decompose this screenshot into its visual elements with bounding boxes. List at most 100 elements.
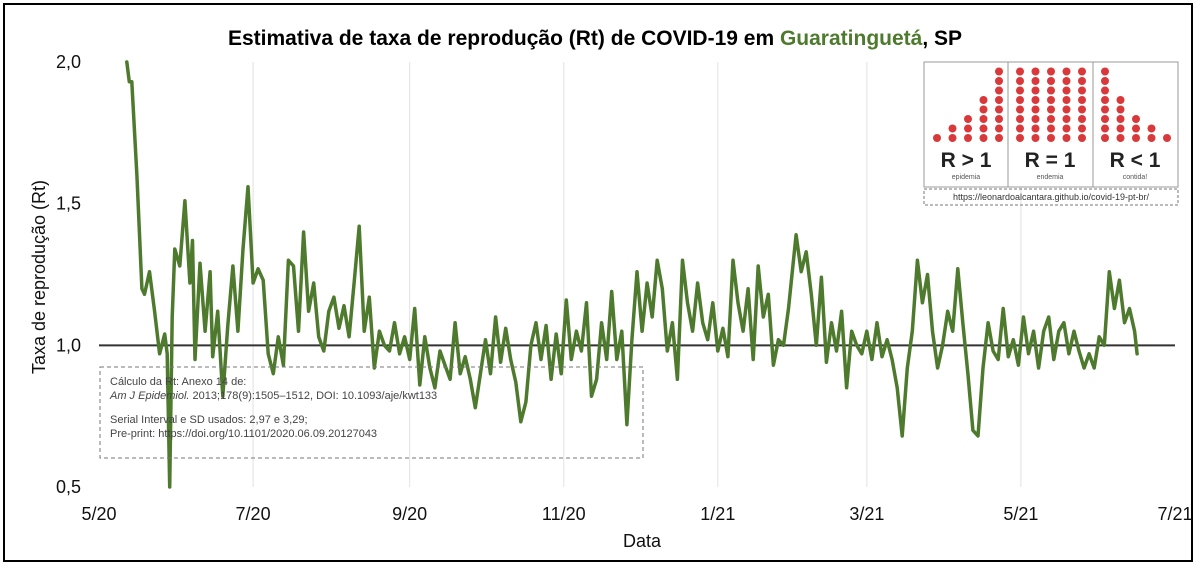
- dot: [1031, 77, 1040, 85]
- dot: [995, 134, 1003, 142]
- dot: [1078, 134, 1086, 142]
- rt-series: [125, 60, 1139, 489]
- dot: [1116, 124, 1125, 133]
- dot: [1116, 105, 1125, 114]
- dot: [1132, 115, 1140, 123]
- x-tick-label: 7/21: [1157, 504, 1192, 524]
- y-tick-label: 1,0: [56, 335, 81, 355]
- dot: [1047, 115, 1055, 123]
- x-tick-label: 1/21: [700, 504, 735, 524]
- dot: [1147, 134, 1156, 142]
- infection-dots-illustration: [933, 67, 1171, 142]
- dot: [995, 77, 1003, 85]
- dot: [995, 96, 1003, 104]
- dot: [1062, 77, 1071, 85]
- dot: [1101, 96, 1109, 104]
- dot: [1031, 105, 1040, 114]
- dot: [979, 134, 988, 142]
- chart-svg: Estimativa de taxa de reprodução (Rt) de…: [29, 27, 1193, 551]
- dot: [1016, 77, 1024, 85]
- dot: [964, 124, 972, 133]
- dot: [1047, 124, 1055, 133]
- y-tick-label: 0,5: [56, 477, 81, 497]
- legend-r-equal: R = 1: [1025, 149, 1076, 172]
- dot: [964, 115, 972, 123]
- dot: [1101, 105, 1109, 114]
- x-axis-label: Data: [623, 531, 662, 551]
- dot: [1101, 124, 1109, 133]
- rt-line: [125, 60, 1139, 489]
- dot: [979, 115, 988, 123]
- r-legend-image: R > 1 R = 1 R < 1 epidemia endemia conti…: [923, 61, 1179, 206]
- note-journal: Am J Epidemiol.: [109, 390, 189, 402]
- dot: [1116, 115, 1125, 123]
- x-tick-label: 5/20: [81, 504, 116, 524]
- dot: [1062, 124, 1071, 133]
- dot: [1062, 105, 1071, 114]
- dot: [1078, 77, 1086, 85]
- note-citation: 2013;178(9):1505–1512, DOI: 10.1093/aje/…: [189, 390, 437, 402]
- dot: [1031, 124, 1040, 133]
- dot: [1062, 134, 1071, 142]
- dot: [1031, 96, 1040, 104]
- dot: [1132, 124, 1140, 133]
- note-line-4: Pre-print: https://doi.org/10.1101/2020.…: [110, 428, 377, 440]
- y-tick-label: 1,5: [56, 194, 81, 214]
- legend-r-less: R < 1: [1110, 149, 1161, 172]
- dot: [1062, 115, 1071, 123]
- dot: [1031, 67, 1040, 76]
- dot: [1078, 67, 1086, 76]
- dot: [1101, 134, 1109, 142]
- dot: [1163, 134, 1171, 142]
- dot: [1101, 115, 1109, 123]
- note-line-2: Am J Epidemiol. 2013;178(9):1505–1512, D…: [109, 390, 437, 402]
- dot: [1016, 86, 1024, 95]
- dot: [1031, 134, 1040, 142]
- dot: [1016, 105, 1024, 114]
- x-tick-label: 11/20: [542, 504, 586, 524]
- dot: [995, 124, 1003, 133]
- dot: [1147, 124, 1156, 133]
- dot: [1116, 96, 1125, 104]
- dot: [1047, 96, 1055, 104]
- dot: [1047, 105, 1055, 114]
- dot: [1062, 67, 1071, 76]
- y-axis-label: Taxa de reprodução (Rt): [29, 180, 49, 374]
- dot: [1078, 124, 1086, 133]
- dot: [1116, 134, 1125, 142]
- dot: [1047, 67, 1055, 76]
- dot: [948, 134, 957, 142]
- note-line-3: Serial Interval e SD usados: 2,97 e 3,29…: [110, 414, 308, 426]
- y-axis-ticks: 0,5 1,0 1,5 2,0: [56, 52, 81, 497]
- dot: [995, 67, 1003, 76]
- legend-contida: contida!: [1123, 174, 1148, 181]
- dot: [1016, 96, 1024, 104]
- dot: [1016, 124, 1024, 133]
- dot: [948, 124, 957, 133]
- dot: [1047, 134, 1055, 142]
- y-tick-label: 2,0: [56, 52, 81, 72]
- dot: [1062, 86, 1071, 95]
- dot: [1047, 77, 1055, 85]
- note-box: Cálculo da Rt: Anexo 14 de: Am J Epidemi…: [99, 366, 644, 459]
- chart-title-prefix: Estimativa de taxa de reprodução (Rt) de…: [228, 27, 780, 50]
- dot: [1101, 77, 1109, 85]
- dot: [995, 115, 1003, 123]
- x-tick-label: 9/20: [392, 504, 427, 524]
- dot: [1101, 86, 1109, 95]
- source-url: https://leonardoalcantara.github.io/covi…: [953, 192, 1150, 202]
- dot: [995, 105, 1003, 114]
- dot: [995, 86, 1003, 95]
- dot: [964, 134, 972, 142]
- dot: [1016, 134, 1024, 142]
- x-tick-label: 3/21: [849, 504, 884, 524]
- chart-title-city: Guaratinguetá: [780, 27, 923, 50]
- dot: [933, 134, 941, 142]
- dot: [1078, 115, 1086, 123]
- dot: [1016, 115, 1024, 123]
- dot: [979, 124, 988, 133]
- chart-title: Estimativa de taxa de reprodução (Rt) de…: [228, 27, 962, 50]
- dot: [1016, 67, 1024, 76]
- dot: [1062, 96, 1071, 104]
- dot: [979, 105, 988, 114]
